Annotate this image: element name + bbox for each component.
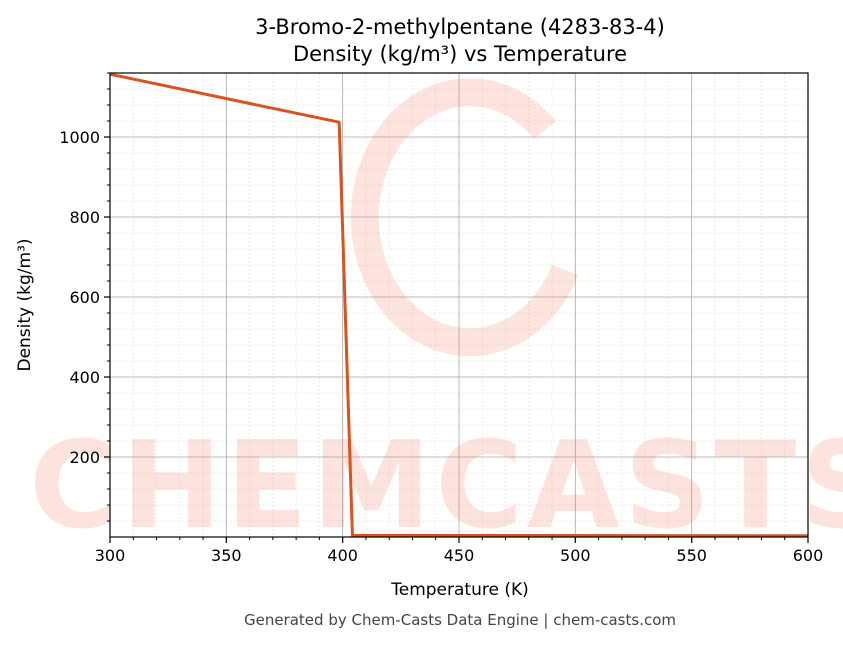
x-tick-label: 350 <box>211 546 242 565</box>
x-tick-label: 300 <box>95 546 126 565</box>
x-axis-label: Temperature (K) <box>390 580 529 600</box>
ticks: 300 350 400 450 500 550 600 200 400 600 800 1000 <box>59 72 824 565</box>
svg-text:CHEMCASTS: CHEMCASTS <box>29 417 843 556</box>
y-tick-label: 600 <box>69 288 100 307</box>
x-tick-label: 550 <box>676 546 707 565</box>
x-tick-label: 500 <box>560 546 591 565</box>
y-tick-label: 400 <box>69 368 100 387</box>
x-tick-label: 600 <box>793 546 824 565</box>
x-tick-label: 450 <box>444 546 475 565</box>
footer-credit: Generated by Chem-Casts Data Engine | ch… <box>244 611 676 629</box>
y-tick-label: 800 <box>69 208 100 227</box>
y-tick-label: 200 <box>69 448 100 467</box>
y-tick-label: 1000 <box>59 128 100 147</box>
y-axis-label: Density (kg/m³) <box>15 238 35 371</box>
series-layer <box>109 72 809 538</box>
chart-subtitle: Density (kg/m³) vs Temperature <box>293 42 627 66</box>
density-line <box>109 72 809 538</box>
grid <box>109 72 809 537</box>
chart-title: 3-Bromo-2-methylpentane (4283-83-4) <box>255 15 665 39</box>
x-tick-label: 400 <box>327 546 358 565</box>
watermark-logo: CHEMCASTS <box>29 78 843 556</box>
